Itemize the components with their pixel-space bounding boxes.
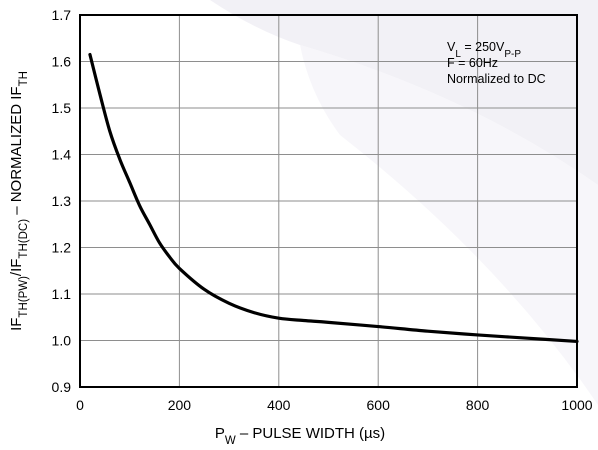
x-tick-label: 400 <box>267 397 291 413</box>
text-run: P <box>215 425 225 442</box>
subscript-text: TH <box>18 71 30 86</box>
y-tick-label: 1.2 <box>52 240 72 256</box>
annotation-run: V <box>447 40 456 54</box>
y-tick-label: 0.9 <box>52 379 72 395</box>
annotation-run: = 250V <box>461 40 505 54</box>
plot-frame <box>79 14 578 388</box>
y-tick-label: 1.6 <box>52 54 72 70</box>
x-tick-label: 1000 <box>561 397 592 413</box>
x-tick-label: 200 <box>168 397 192 413</box>
tick-labels: 0 200 400 600 800 1000 0.9 1.0 1.1 1.2 1.3 1.4 1.5 1.… <box>52 7 593 413</box>
subscript-text: TH(DC) <box>18 219 30 259</box>
y-tick-label: 1.7 <box>52 7 72 23</box>
subscript-text: W <box>225 435 236 445</box>
text-run: /IF <box>8 259 25 277</box>
y-axis-title: IFTH(PW)/IFTH(DC) – NORMALIZED IFTH <box>8 71 30 331</box>
series-line <box>88 52 579 344</box>
x-tick-label: 0 <box>76 397 84 413</box>
y-tick-label: 1.5 <box>52 100 72 116</box>
series-layer <box>88 52 579 344</box>
text-run: – NORMALIZED IF <box>8 86 25 219</box>
annotation-subscript: P-P <box>504 49 521 60</box>
annotation-run: F = 60Hz <box>447 56 498 70</box>
subscript-text: TH(PW) <box>18 276 30 318</box>
annotation-subscript: L <box>455 49 461 60</box>
x-axis-title: PW – PULSE WIDTH (µs) <box>215 425 385 445</box>
text-run: – PULSE WIDTH (µs) <box>236 425 386 442</box>
y-tick-label: 1.3 <box>52 193 72 209</box>
y-tick-label: 1.1 <box>52 286 72 302</box>
y-tick-label: 1.0 <box>52 333 72 349</box>
x-tick-label: 600 <box>367 397 391 413</box>
text-run: IF <box>8 318 25 331</box>
annotation-text: VL = 250VP-P F = 60Hz Normalized to DC <box>447 40 546 86</box>
y-tick-label: 1.4 <box>52 147 72 163</box>
x-tick-label: 800 <box>466 397 490 413</box>
background-watermark <box>210 0 598 405</box>
annotation-run: Normalized to DC <box>447 72 546 86</box>
